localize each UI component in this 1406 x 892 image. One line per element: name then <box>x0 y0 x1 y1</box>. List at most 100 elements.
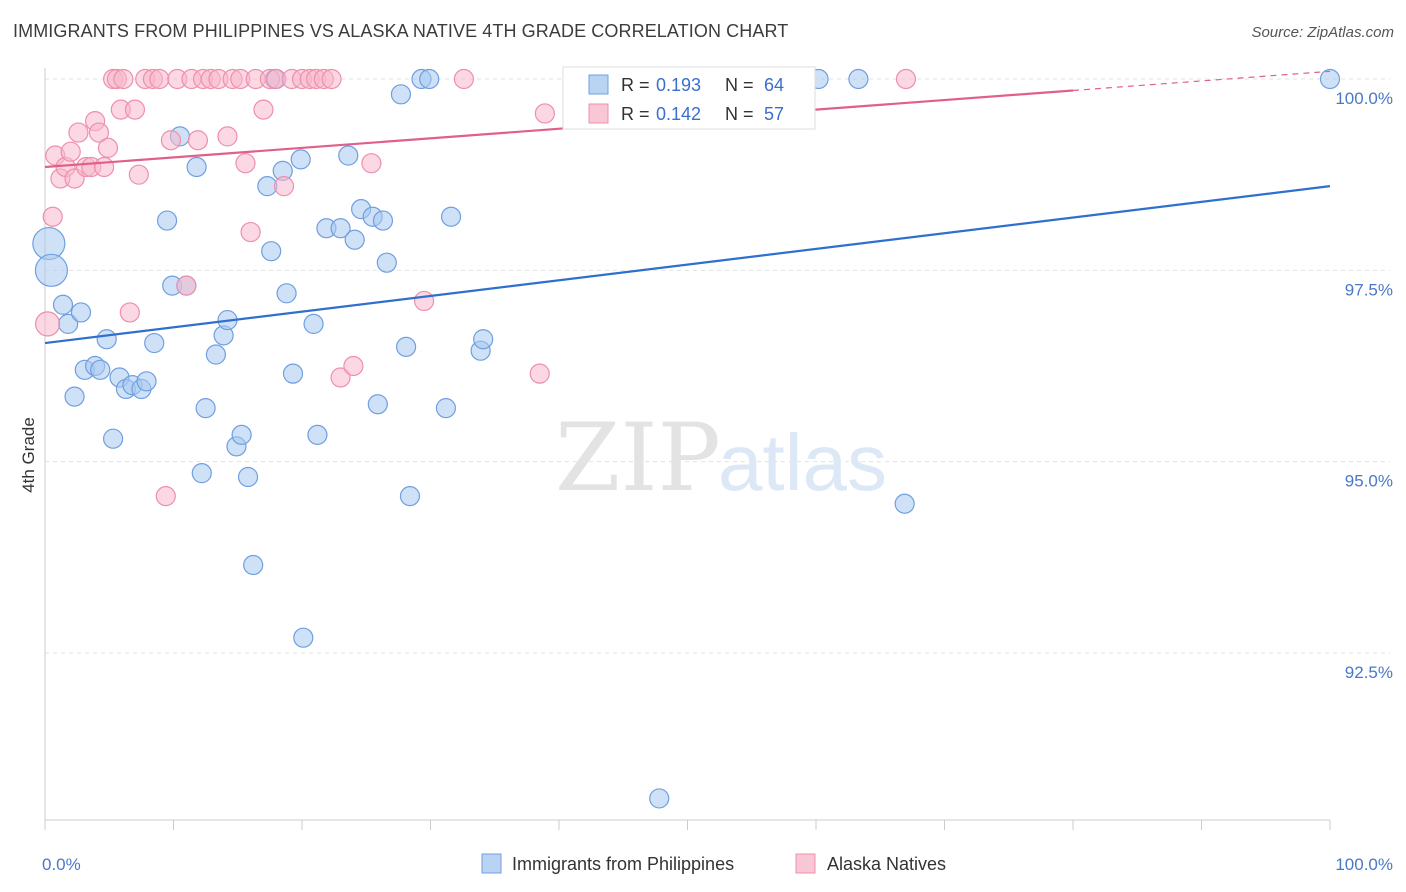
point-series0-48 <box>372 210 394 231</box>
point-series0-38 <box>293 627 314 648</box>
legend-n-value-alaska: 57 <box>764 104 784 124</box>
point-series1-51 <box>361 153 382 174</box>
y-tick-label-3: 92.5% <box>1345 663 1393 682</box>
legend-n-label-alaska: N = <box>725 104 754 124</box>
point-series0-37 <box>290 149 311 170</box>
bottom-legend: Immigrants from Philippines Alaska Nativ… <box>481 853 946 874</box>
x-tick-labels: 0.0% 100.0% <box>42 855 1393 874</box>
point-series0-59 <box>649 788 670 809</box>
point-series1-25 <box>160 130 182 151</box>
trend-line-series1 <box>44 89 1074 169</box>
point-series1-19 <box>124 99 146 120</box>
point-series0-58 <box>473 329 494 350</box>
point-series1-7 <box>68 122 89 143</box>
point-series0-4 <box>64 386 85 407</box>
point-series0-32 <box>261 241 282 262</box>
point-series0-23 <box>195 397 216 419</box>
point-series0-16 <box>144 332 165 354</box>
chart-source: Source: ZipAtlas.com <box>1251 24 1394 41</box>
point-series1-27 <box>176 275 197 296</box>
point-series1-11 <box>88 122 110 143</box>
legend-swatch-philippines <box>588 74 609 95</box>
point-series0-44 <box>344 229 365 250</box>
point-series0-43 <box>338 145 359 166</box>
point-series1-52 <box>413 290 435 312</box>
point-series0-36 <box>282 363 304 384</box>
point-series1-13 <box>97 137 119 158</box>
watermark-zip: ZIP <box>555 404 721 513</box>
point-series1-5 <box>60 141 81 162</box>
y-tick-label-1: 97.5% <box>1345 280 1393 299</box>
point-series0-42 <box>330 218 351 239</box>
point-series0-17 <box>156 210 178 231</box>
point-series0-5 <box>70 302 92 323</box>
bottom-legend-swatch-philippines <box>481 853 502 874</box>
point-series0-28 <box>231 424 252 445</box>
point-series0-24 <box>205 344 227 365</box>
bottom-legend-swatch-alaska <box>795 853 816 874</box>
bottom-legend-label-alaska: Alaska Natives <box>827 854 946 874</box>
point-series0-22 <box>191 463 212 484</box>
legend-r-value-alaska: 0.142 <box>656 104 701 124</box>
point-series1-53 <box>453 68 475 90</box>
chart-title: IMMIGRANTS FROM PHILIPPINES VS ALASKA NA… <box>13 21 789 41</box>
point-series1-23 <box>149 68 170 90</box>
point-series0-39 <box>303 313 324 335</box>
point-series1-24 <box>155 486 176 507</box>
point-series0-30 <box>243 554 264 576</box>
point-series1-29 <box>187 130 209 151</box>
point-series0-49 <box>376 252 397 273</box>
point-series1-48 <box>321 68 342 90</box>
point-series0-9 <box>96 329 117 350</box>
point-series1-1 <box>42 206 63 227</box>
point-series0-8 <box>90 359 111 380</box>
axes <box>44 68 1331 830</box>
x-tick-label-0: 0.0% <box>42 855 81 874</box>
point-series1-37 <box>240 221 261 243</box>
point-series0-50 <box>390 84 412 105</box>
legend-r-label-philippines: R = <box>621 75 650 95</box>
watermark: ZIP atlas <box>555 404 887 513</box>
point-series0-62 <box>894 493 915 514</box>
point-series1-20 <box>128 164 149 185</box>
point-series0-56 <box>440 206 462 227</box>
x-tick-label-1: 100.0% <box>1335 855 1393 874</box>
legend-n-label-philippines: N = <box>725 75 754 95</box>
legend-swatch-alaska <box>588 103 609 124</box>
point-series1-42 <box>273 176 295 197</box>
trend-line-series0 <box>44 185 1331 345</box>
y-axis-label: 4th Grade <box>19 417 38 493</box>
point-series0-29 <box>237 466 259 488</box>
point-series1-0 <box>34 311 61 337</box>
trend-line-extension-series1 <box>1072 70 1331 92</box>
legend-r-label-alaska: R = <box>621 104 650 124</box>
point-series1-17 <box>113 68 134 90</box>
point-series0-52 <box>399 486 421 507</box>
point-series0-2 <box>52 294 74 315</box>
legend-n-value-philippines: 64 <box>764 75 784 95</box>
point-series0-54 <box>419 68 440 90</box>
point-series1-12 <box>94 156 115 178</box>
point-series1-50 <box>343 355 364 377</box>
watermark-atlas: atlas <box>718 418 887 507</box>
point-series1-39 <box>253 99 274 120</box>
top-legend: R = 0.193 N = 64 R = 0.142 N = 57 <box>562 66 816 130</box>
point-series1-36 <box>235 153 256 174</box>
point-series1-33 <box>217 126 238 147</box>
y-tick-label-2: 95.0% <box>1345 472 1393 491</box>
point-series1-49 <box>330 367 351 388</box>
point-series0-35 <box>276 283 297 304</box>
point-series0-63 <box>1319 68 1341 90</box>
point-series0-21 <box>186 156 207 178</box>
y-tick-label-0: 100.0% <box>1335 89 1393 108</box>
point-series1-18 <box>119 302 140 323</box>
point-series0-1 <box>34 253 69 287</box>
point-series0-61 <box>848 68 869 90</box>
point-series0-40 <box>307 424 328 445</box>
y-tick-labels: 100.0% 97.5% 95.0% 92.5% <box>1335 89 1393 682</box>
bottom-legend-label-philippines: Immigrants from Philippines <box>512 854 734 874</box>
point-series0-51 <box>395 336 417 357</box>
point-series1-55 <box>534 103 555 124</box>
point-series1-58 <box>895 68 917 90</box>
